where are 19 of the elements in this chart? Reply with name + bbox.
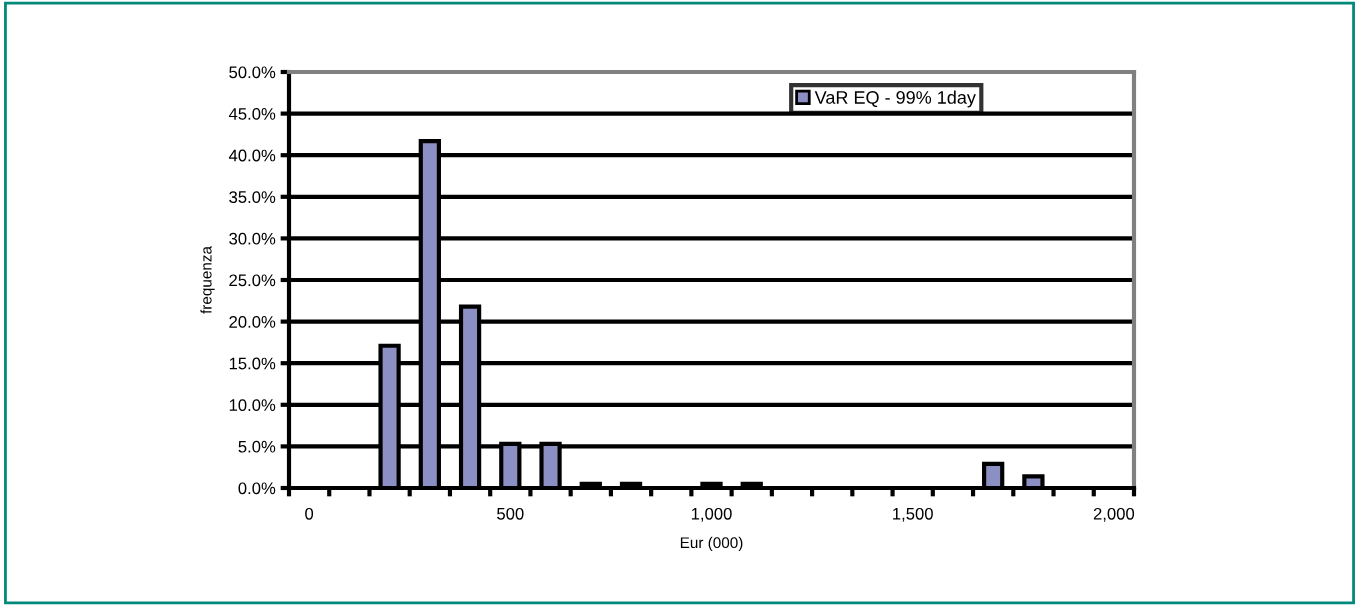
x-tick-label: 1,000 (691, 507, 732, 522)
x-tick-label: 2,000 (1093, 507, 1135, 522)
y-tick-label: 25.0% (229, 274, 276, 287)
x-tick-label: 1,500 (893, 507, 933, 522)
y-tick-label: 45.0% (228, 108, 276, 120)
y-tick-label: 15.0% (229, 357, 276, 370)
y-tick-label: 10.0% (229, 399, 276, 411)
y-axis-title: frequenza (200, 246, 215, 314)
y-tick-label: 20.0% (229, 316, 276, 328)
x-axis-title: Eur (000) (680, 536, 743, 552)
y-tick-label: 50.0% (229, 66, 276, 79)
y-tick-label: 40.0% (228, 149, 276, 162)
x-tick-label: 500 (497, 507, 524, 520)
y-tick-label: 0.0% (238, 482, 276, 495)
y-tick-label: 35.0% (229, 191, 276, 203)
legend-label: VaR EQ - 99% 1day (814, 90, 976, 108)
y-tick-label: 5.0% (238, 440, 276, 453)
y-tick-label: 30.0% (229, 232, 276, 245)
x-tick-label: 0 (305, 507, 314, 520)
